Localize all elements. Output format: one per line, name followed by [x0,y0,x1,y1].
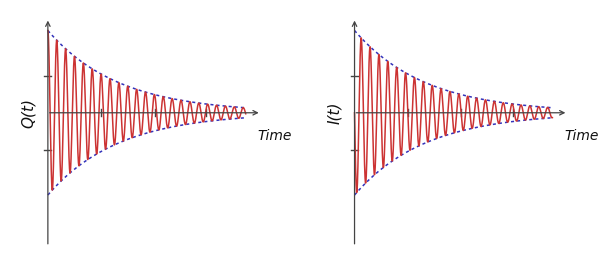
Text: I(t): I(t) [327,101,342,124]
Text: Time: Time [257,129,292,143]
Text: Q(t): Q(t) [20,98,35,128]
Text: Time: Time [564,129,599,143]
